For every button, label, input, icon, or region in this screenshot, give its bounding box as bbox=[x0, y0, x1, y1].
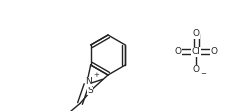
Text: O: O bbox=[210, 48, 217, 56]
Text: Cl: Cl bbox=[191, 48, 200, 56]
Text: O: O bbox=[175, 48, 182, 56]
Text: O: O bbox=[192, 30, 199, 39]
Text: +: + bbox=[94, 72, 99, 78]
Text: −: − bbox=[200, 71, 206, 77]
Text: N: N bbox=[85, 77, 92, 86]
Text: O: O bbox=[192, 65, 199, 74]
Text: S: S bbox=[87, 86, 93, 95]
